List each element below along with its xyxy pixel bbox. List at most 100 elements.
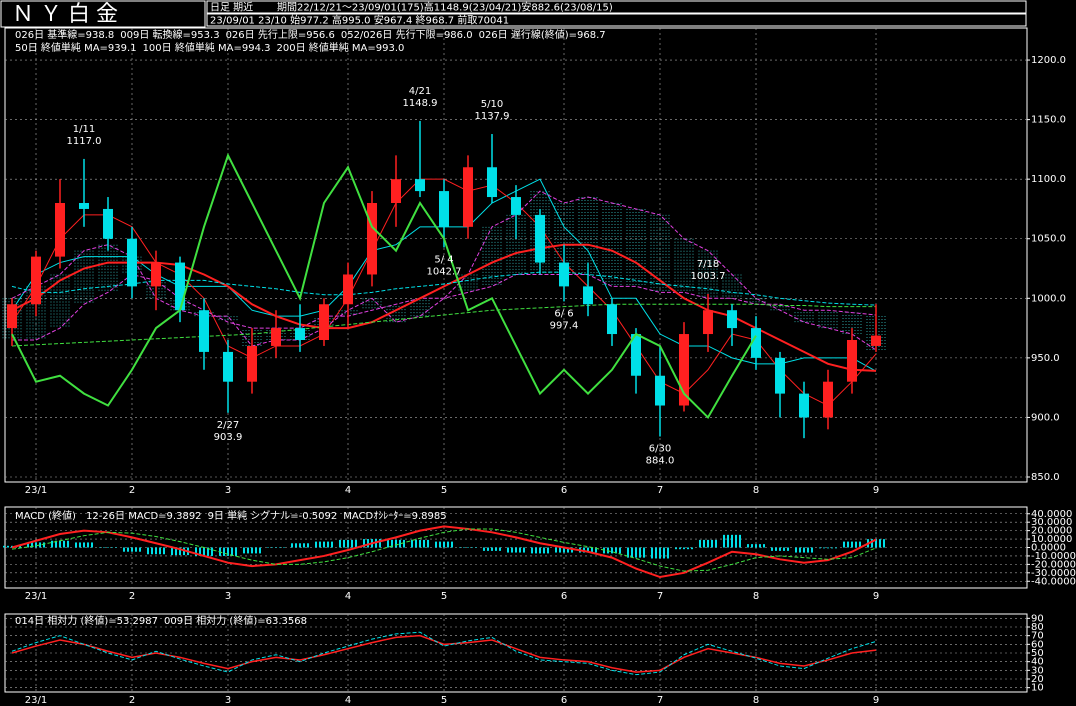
histogram-bar: [811, 547, 813, 553]
y-tick-label: 1200.0: [1031, 55, 1066, 66]
histogram-bar: [267, 547, 269, 548]
annotation-date: 6/30: [649, 443, 671, 454]
candle-body: [871, 335, 881, 346]
histogram-bar: [459, 547, 461, 548]
histogram-bar: [35, 542, 37, 548]
legend-entry: 200日 終値単純 MA=993.0: [276, 41, 404, 54]
histogram-bar: [171, 547, 173, 556]
x-tick-label: 8: [753, 695, 759, 706]
histogram-bar: [495, 547, 497, 551]
histogram-bar: [723, 534, 725, 548]
x-tick-label: 9: [873, 695, 879, 706]
candle-body: [823, 381, 833, 418]
x-tick-label: 4: [345, 695, 351, 706]
period: 期間22/12/21～23/09/01(175)高1148.9(23/04/21…: [277, 1, 613, 14]
candle-body: [463, 167, 473, 227]
histogram-bar: [835, 547, 837, 549]
histogram-bar: [563, 547, 565, 553]
histogram-bar: [699, 539, 701, 548]
histogram-bar: [831, 547, 833, 549]
candle-body: [799, 393, 809, 418]
y-tick-label: 40.0000: [1031, 509, 1072, 520]
histogram-bar: [611, 547, 613, 554]
histogram-bar: [379, 539, 381, 548]
histogram-bar: [163, 547, 165, 555]
histogram-bar: [255, 547, 257, 554]
histogram-bar: [55, 540, 57, 548]
histogram-bar: [395, 539, 397, 548]
histogram-bar: [855, 541, 857, 548]
y-tick-label: 30: [1031, 665, 1044, 676]
histogram-bar: [687, 547, 689, 550]
x-tick-label: 3: [225, 485, 231, 496]
histogram-bar: [631, 547, 633, 558]
histogram-bar: [475, 547, 477, 548]
histogram-bar: [531, 547, 533, 554]
histogram-bar: [291, 543, 293, 548]
candle-body: [655, 375, 665, 406]
annotation-price: 1117.0: [67, 136, 102, 147]
histogram-bar: [735, 534, 737, 548]
candle-body: [487, 167, 497, 198]
candle-body: [175, 262, 185, 311]
histogram-bar: [843, 541, 845, 548]
candle-body: [247, 345, 257, 382]
candle-body: [415, 179, 425, 192]
histogram-bar: [91, 542, 93, 548]
histogram-bar: [499, 547, 501, 551]
annotation-date: 4/21: [409, 86, 431, 97]
x-tick-label: 23/1: [25, 485, 47, 496]
histogram-bar: [807, 547, 809, 553]
histogram-bar: [555, 547, 557, 553]
histogram-bar: [763, 544, 765, 548]
histogram-bar: [127, 547, 129, 552]
histogram-bar: [271, 547, 273, 548]
histogram-bar: [523, 547, 525, 553]
candle-body: [583, 286, 593, 305]
histogram-bar: [75, 542, 77, 548]
histogram-bar: [347, 539, 349, 548]
candle-body: [631, 334, 641, 376]
histogram-bar: [487, 547, 489, 551]
histogram-bar: [639, 547, 641, 558]
histogram-bar: [67, 540, 69, 548]
x-tick-label: 2: [129, 695, 135, 706]
histogram-bar: [731, 534, 733, 548]
annotation-date: 6/ 6: [554, 308, 573, 319]
histogram-bar: [683, 547, 685, 550]
histogram-bar: [307, 543, 309, 548]
histogram-bar: [299, 543, 301, 548]
histogram-bar: [435, 541, 437, 548]
y-tick-label: 10: [1031, 683, 1044, 694]
histogram-bar: [875, 539, 877, 548]
histogram-bar: [7, 545, 9, 548]
annotation-date: 1/11: [73, 124, 95, 135]
histogram-bar: [295, 543, 297, 548]
histogram-bar: [483, 547, 485, 551]
legend-entry: MACDｵｼﾚｰﾀｰ=9.8985: [343, 510, 446, 522]
x-tick-label: 6: [561, 591, 567, 602]
histogram-bar: [635, 547, 637, 558]
x-tick-label: 6: [561, 695, 567, 706]
candle-body: [319, 304, 329, 340]
histogram-bar: [251, 547, 253, 554]
histogram-bar: [803, 547, 805, 553]
histogram-bar: [779, 547, 781, 551]
histogram-bar: [155, 547, 157, 555]
histogram-bar: [27, 542, 29, 548]
candle-body: [127, 238, 137, 287]
histogram-bar: [399, 539, 401, 548]
candle-body: [511, 197, 521, 215]
y-tick-label: 1150.0: [1031, 115, 1066, 126]
histogram-bar: [199, 547, 201, 556]
histogram-bar: [179, 547, 181, 556]
histogram-bar: [471, 547, 473, 548]
histogram-bar: [819, 547, 821, 549]
histogram-bar: [751, 544, 753, 548]
histogram-bar: [439, 541, 441, 548]
histogram-bar: [451, 541, 453, 548]
histogram-bar: [323, 541, 325, 548]
x-tick-label: 3: [225, 591, 231, 602]
histogram-bar: [351, 539, 353, 548]
